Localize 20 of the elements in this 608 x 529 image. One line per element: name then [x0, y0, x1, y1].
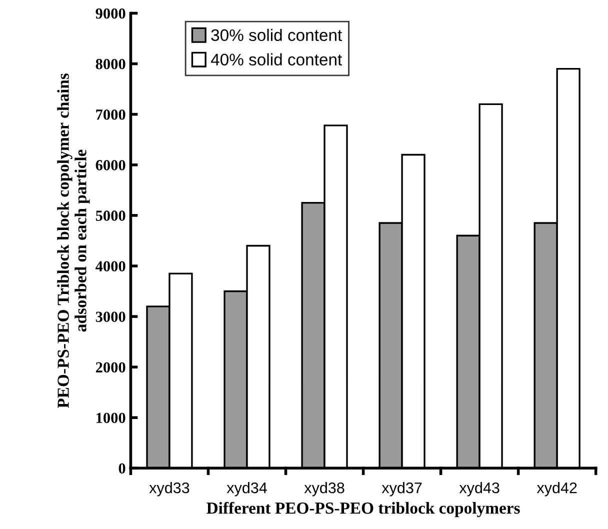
y-axis-title: PEO-PS-PEO Triblock block copolymer chains adsorbed on each particle — [57, 73, 90, 408]
y-tick-label: 2000 — [96, 362, 126, 373]
legend-label: 30% solid content — [211, 28, 342, 42]
y-tick-label: 9000 — [96, 8, 126, 19]
x-tick-label: xyd33 — [149, 482, 190, 496]
x-tick-label: xyd34 — [226, 482, 267, 496]
x-tick-label: xyd38 — [304, 482, 344, 496]
y-tick-label: 7000 — [96, 109, 126, 120]
x-tick-label: xyd43 — [459, 482, 500, 496]
y-tick-label: 5000 — [96, 210, 126, 221]
x-axis-title: Different PEO-PS-PEO triblock copolymers — [206, 502, 520, 518]
y-tick-label: 4000 — [96, 261, 126, 272]
legend-label: 40% solid content — [210, 53, 342, 66]
y-tick-label: 1000 — [96, 412, 126, 424]
x-tick-label: xyd42 — [536, 482, 577, 496]
y-tick-label: 3000 — [96, 312, 126, 322]
y-tick-label: 6000 — [96, 160, 126, 170]
y-tick-label: 0 — [118, 463, 126, 474]
x-tick-label: xyd37 — [382, 482, 422, 496]
y-tick-label: 8000 — [96, 58, 126, 70]
